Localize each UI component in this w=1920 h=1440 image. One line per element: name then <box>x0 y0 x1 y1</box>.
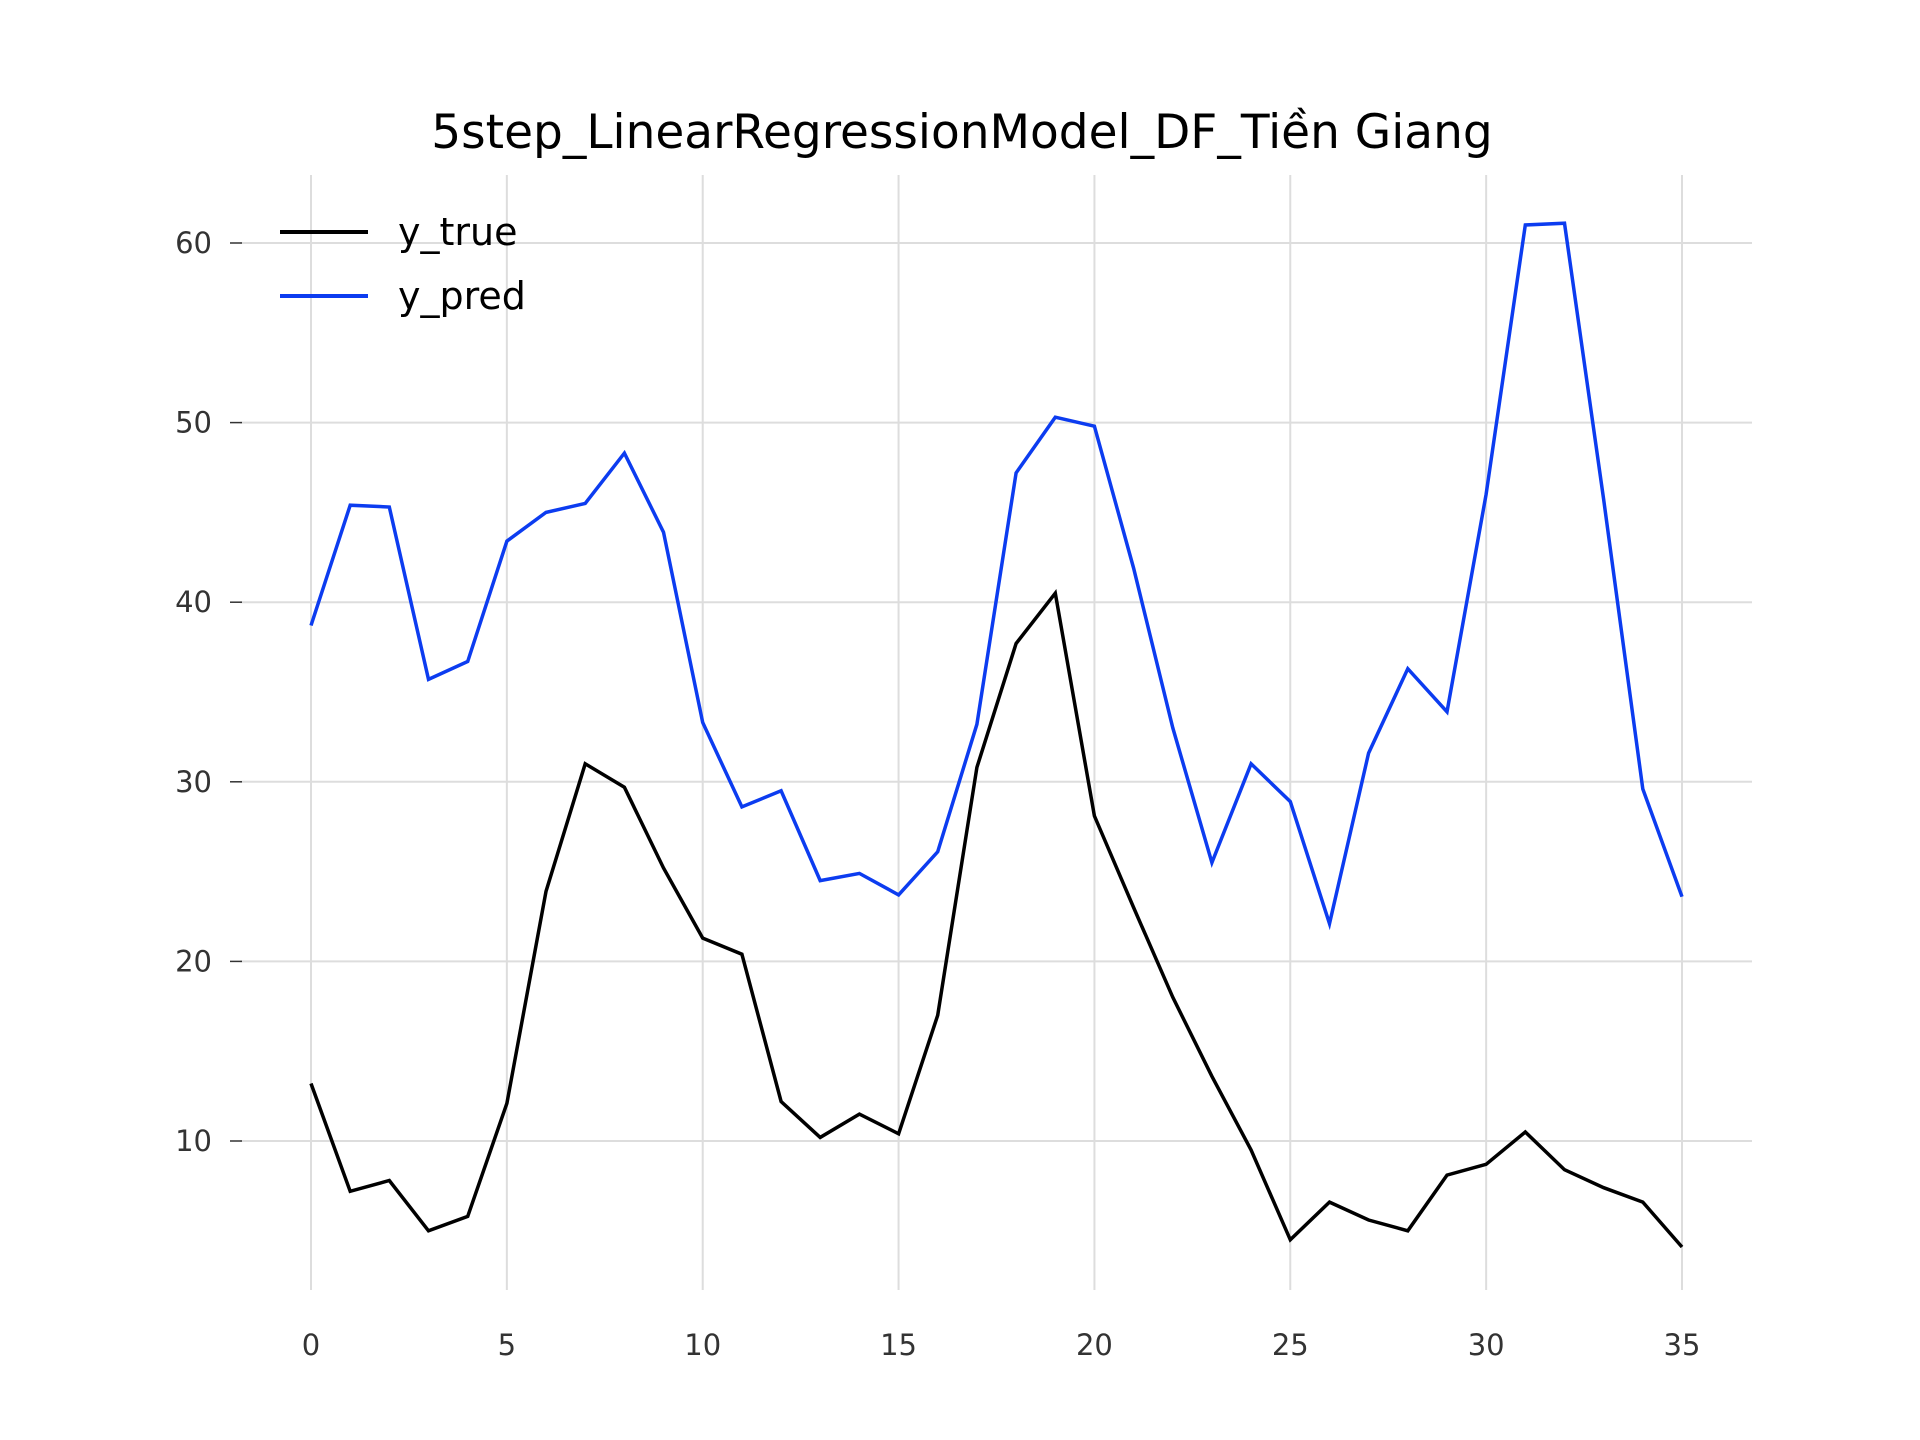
y-tick-label: 40 <box>175 585 212 619</box>
y-axis-ticks: 10 20 30 40 50 60 <box>175 226 242 1158</box>
x-tick-label: 0 <box>302 1328 320 1362</box>
series-line-y-pred <box>309 221 1684 931</box>
series-line-y-true <box>309 589 1684 1249</box>
x-tick-label: 5 <box>498 1328 516 1362</box>
x-tick-label: 15 <box>880 1328 917 1362</box>
legend: y_true y_pred <box>280 210 526 318</box>
x-tick-label: 25 <box>1272 1328 1309 1362</box>
series-lines <box>309 221 1684 1249</box>
y-tick-label: 50 <box>175 406 212 440</box>
x-tick-label: 30 <box>1468 1328 1505 1362</box>
x-axis-ticks: 0 5 10 15 20 25 30 35 <box>302 1328 1701 1362</box>
x-gridlines <box>310 175 1683 1290</box>
legend-label-y-pred: y_pred <box>398 274 526 318</box>
y-tick-label: 30 <box>175 765 212 799</box>
x-tick-label: 10 <box>684 1328 721 1362</box>
y-tick-label: 10 <box>175 1124 212 1158</box>
x-tick-label: 20 <box>1076 1328 1113 1362</box>
x-tick-label: 35 <box>1664 1328 1701 1362</box>
y-tick-label: 20 <box>175 944 212 978</box>
y-gridlines <box>240 242 1752 1142</box>
y-tick-label: 60 <box>175 226 212 260</box>
chart-title: 5step_LinearRegressionModel_DF_Tiền Gian… <box>431 105 1492 160</box>
legend-label-y-true: y_true <box>398 210 517 254</box>
